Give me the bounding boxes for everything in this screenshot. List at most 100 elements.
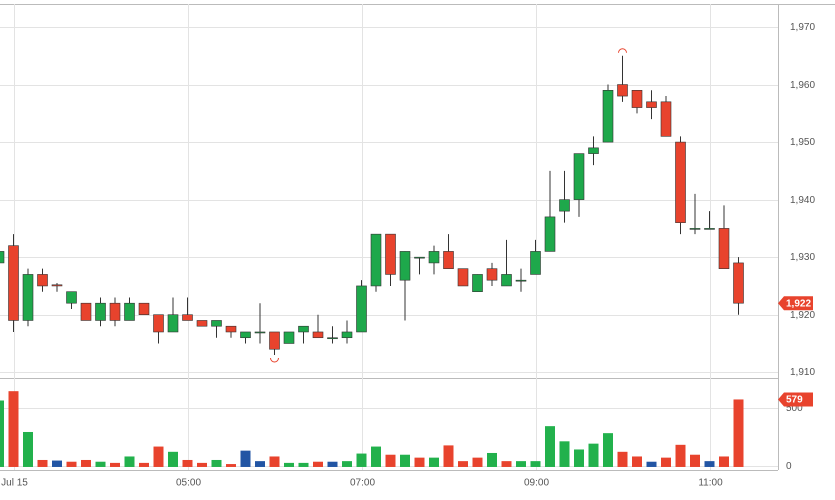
candle-body [631, 90, 643, 108]
candle-body [138, 302, 150, 316]
volume-bar [110, 462, 120, 467]
x-tick-label: 11:00 [698, 478, 723, 489]
volume-bar [545, 426, 555, 467]
volume-bar [52, 460, 62, 467]
volume-bar [704, 461, 715, 467]
candle-body [341, 331, 353, 339]
volume-bar [8, 391, 19, 467]
candle-body [8, 245, 19, 321]
volume-bar [0, 400, 4, 467]
candle-body [414, 256, 425, 259]
volume-bar [661, 457, 671, 467]
volume-bar [342, 461, 352, 467]
volume-bar [95, 461, 106, 467]
volume-bar [574, 449, 584, 467]
candle-body [312, 331, 324, 339]
volume-bar [414, 457, 425, 467]
candle-body [617, 84, 628, 97]
candle-body [486, 268, 498, 281]
high-marker [618, 48, 627, 53]
value-marker [778, 392, 813, 407]
candle-body [196, 320, 208, 327]
candle-body [269, 331, 280, 350]
volume-bar [733, 399, 744, 467]
candle-body [646, 101, 657, 108]
value-marker [778, 296, 813, 311]
volume-bar [269, 456, 280, 467]
candle-body [457, 268, 469, 287]
volume-bar [81, 459, 91, 467]
y-tick-label: 1,970 [790, 22, 815, 33]
candle-body [472, 274, 483, 292]
candle-body [428, 251, 440, 264]
volume-bar [197, 462, 207, 467]
volume-bar [603, 433, 613, 467]
candle-body [602, 90, 614, 143]
candle-body [0, 251, 5, 264]
volume-bar [400, 454, 410, 467]
candle-body [733, 262, 744, 304]
y-tick-label: 1,930 [790, 252, 815, 263]
candle-body [370, 233, 382, 287]
candle-body [51, 284, 63, 287]
candle-body [66, 291, 77, 304]
volume-bar [139, 462, 149, 467]
candle-body [356, 285, 367, 333]
candle-body [443, 251, 454, 269]
candle-body [559, 199, 570, 212]
candle-body [22, 274, 34, 321]
volume-bar [472, 457, 483, 467]
volume-bar [458, 461, 468, 467]
candle-body [573, 153, 585, 200]
low-marker [270, 357, 279, 363]
candle-body [37, 274, 48, 287]
y-tick-label: 0 [786, 461, 792, 472]
candle-body [95, 302, 106, 321]
volume-bar [371, 446, 381, 467]
candle-body [211, 320, 222, 327]
volume-bar [646, 461, 657, 467]
volume-bar [284, 462, 294, 467]
volume-bar [443, 445, 454, 467]
volume-bar [690, 454, 700, 467]
candle-body [80, 302, 92, 321]
volume-bar [153, 446, 164, 467]
candle-body [399, 251, 411, 281]
volume-bar [617, 451, 628, 467]
candle-body [385, 233, 396, 275]
x-tick-label: 07:00 [350, 478, 375, 489]
value-marker-label: 579 [786, 395, 803, 406]
volume-bar [327, 461, 338, 467]
y-tick-label: 1,950 [790, 137, 815, 148]
volume-bar [501, 461, 512, 467]
candle-body [167, 314, 179, 333]
marks [0, 48, 744, 467]
candle-body [530, 251, 541, 275]
volume-bar [429, 457, 439, 467]
volume-bar [719, 456, 729, 467]
candle-body [515, 279, 527, 282]
volume-bar [240, 450, 251, 467]
volume-bar [182, 459, 193, 467]
candle-body [327, 337, 338, 340]
candle-body [588, 147, 599, 154]
x-tick-label: Jul 15 [1, 478, 28, 489]
candle-body [254, 331, 266, 334]
candle-body [689, 228, 701, 230]
value-marker-label: 1,922 [786, 298, 811, 309]
candle-body [675, 141, 686, 223]
volume-bar [37, 459, 48, 467]
candle-body [225, 325, 237, 333]
candle-body [660, 101, 672, 137]
volume-bar [588, 443, 599, 467]
volume-bar [487, 452, 497, 467]
volume-bar [124, 456, 135, 467]
y-tick-label: 1,920 [790, 310, 815, 321]
axes: 1,910 1,920 1,930 1,940 1,950 1,960 1,970 0 500 J… [1, 22, 815, 489]
candle-body [544, 216, 556, 252]
candle-body [109, 302, 121, 321]
volume-bar [255, 461, 265, 467]
volume-bar [298, 462, 309, 467]
volume-bar [385, 454, 396, 467]
